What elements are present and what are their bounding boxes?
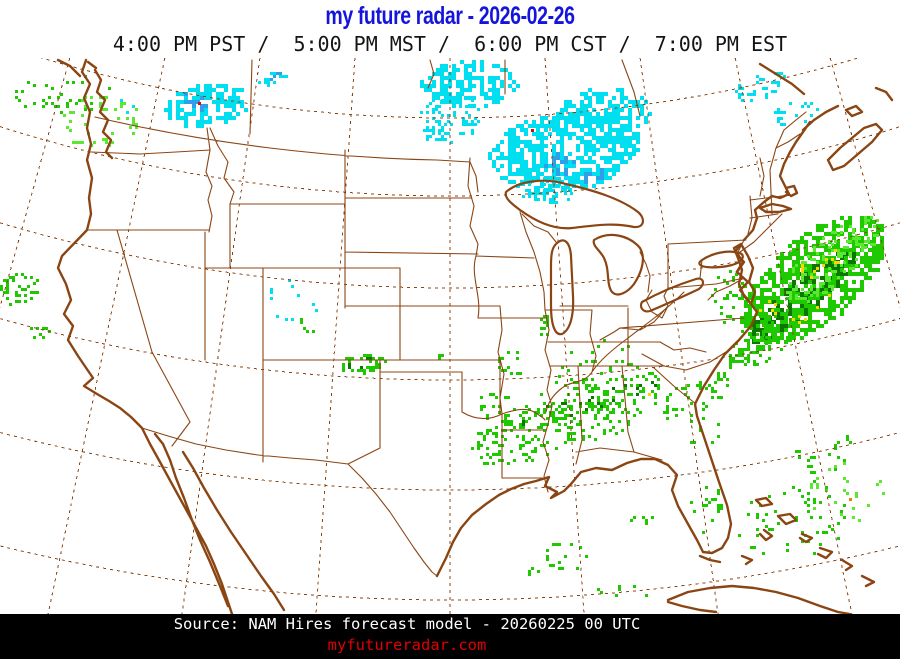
radar-blob-kansas-small [438, 354, 444, 360]
latitude-line [40, 58, 860, 119]
latitude-line [0, 545, 900, 601]
lake-michigan [549, 239, 575, 336]
radar-blob-south-carolina [699, 372, 729, 399]
radar-blob-gulf-open-water [528, 543, 588, 576]
longitude-line [544, 58, 585, 614]
radar-blob-virginia-coast [711, 270, 753, 324]
forecast-times: 4:00 PM PST / 5:00 PM MST / 6:00 PM CST … [112, 32, 788, 56]
longitude-line [829, 58, 900, 310]
source-text: Source: NAM Hires forecast model - 20260… [173, 615, 641, 633]
radar-blob-ne-oklahoma [498, 351, 522, 375]
longitude-line [639, 58, 719, 614]
radar-blob-florida-straits [630, 516, 654, 525]
radar-blob-station-dot-minnesota [531, 129, 534, 132]
radar-blob-georgia-dark [612, 381, 657, 402]
great-lakes-outlines [504, 179, 744, 336]
radar-blob-washington-small-cyan [120, 99, 135, 114]
radar-blob-maine-coast-tip [864, 216, 879, 222]
longitude-line [181, 58, 261, 614]
lake-ontario [698, 250, 744, 269]
radar-blob-colorado-nm-dark [348, 357, 372, 369]
radar-blob-ontario-north [560, 88, 652, 140]
latlon-graticule [0, 58, 900, 614]
radar-blob-bahamas-light [810, 462, 885, 522]
radar-blob-pacific-norcal [0, 273, 39, 306]
radar-blob-saskatchewan-streak-core [270, 72, 282, 81]
website-link[interactable]: myfutureradar.com [327, 636, 487, 654]
lake-huron [592, 233, 644, 296]
latitude-line [0, 318, 900, 381]
radar-blob-norcal-small [30, 327, 51, 339]
radar-blob-lake-superior-mass [488, 112, 640, 192]
radar-blob-manitoba-fringe [420, 96, 480, 144]
radar-blob-new-brunswick [774, 102, 819, 126]
page-title: my future radar - 2026-02-26 [325, 2, 575, 30]
radar-blob-superior-core-a [544, 152, 576, 176]
radar-blob-colorado-cyan [270, 279, 318, 321]
latitude-line [0, 431, 900, 491]
footer-bar: Source: NAM Hires forecast model - 20260… [0, 614, 900, 659]
radar-blob-station-dot-montana [198, 102, 201, 105]
radar-blob-atlantic-band-yellow [759, 249, 840, 324]
radar-blob-florida-peninsula [690, 486, 723, 534]
radar-blob-mississippi-streaks [519, 381, 609, 432]
radar-blob-superior-core-b [584, 168, 604, 184]
radar-blob-atlantic-band-tail [729, 327, 780, 369]
radar-blob-gulf-south [597, 585, 648, 597]
lake-erie [639, 277, 705, 313]
radar-blob-nw-ontario [420, 60, 520, 108]
radar-blob-georgia-yellow-fleck [648, 393, 651, 396]
coastlines [56, 58, 894, 614]
radar-echoes-layer [0, 60, 885, 597]
longitude-line [315, 58, 356, 614]
radar-blob-washington-coast [63, 96, 138, 147]
lake-superior [504, 179, 644, 230]
radar-blob-bahamas-orange-dot [849, 498, 852, 501]
latitude-line [0, 126, 900, 197]
radar-blob-alabama [567, 399, 642, 441]
radar-blob-atlantic-band-light [786, 222, 879, 303]
radar-blob-tennessee [555, 360, 639, 384]
radar-blob-atlantic-florida [795, 435, 852, 474]
radar-blob-kentucky-sparse [570, 339, 630, 354]
radar-blob-colorado-green [300, 318, 315, 333]
latitude-line [0, 222, 900, 289]
state-borders [86, 59, 807, 577]
